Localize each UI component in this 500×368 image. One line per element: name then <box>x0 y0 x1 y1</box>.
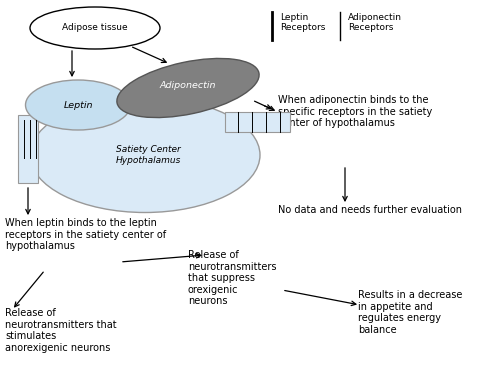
Text: Release of
neurotransmitters that
stimulates
anorexigenic neurons: Release of neurotransmitters that stimul… <box>5 308 116 353</box>
Text: No data and needs further evaluation: No data and needs further evaluation <box>278 205 462 215</box>
Text: Release of
neurotransmitters
that suppress
orexigenic
neurons: Release of neurotransmitters that suppre… <box>188 250 276 307</box>
Text: Leptin
Receptors: Leptin Receptors <box>280 13 326 32</box>
Text: Adiponectin: Adiponectin <box>160 81 216 91</box>
FancyBboxPatch shape <box>225 112 290 132</box>
Text: Satiety Center
Hypothalamus: Satiety Center Hypothalamus <box>116 145 180 165</box>
Text: Leptin: Leptin <box>63 100 93 110</box>
Ellipse shape <box>26 80 130 130</box>
Ellipse shape <box>117 59 259 117</box>
Text: When adiponectin binds to the
specific receptors in the satiety
center of hypoth: When adiponectin binds to the specific r… <box>278 95 432 128</box>
Text: When leptin binds to the leptin
receptors in the satiety center of
hypothalamus: When leptin binds to the leptin receptor… <box>5 218 166 251</box>
Text: Results in a decrease
in appetite and
regulates energy
balance: Results in a decrease in appetite and re… <box>358 290 463 335</box>
Text: Adiponectin
Receptors: Adiponectin Receptors <box>348 13 402 32</box>
FancyBboxPatch shape <box>18 115 38 183</box>
Text: Adipose tissue: Adipose tissue <box>62 24 128 32</box>
Ellipse shape <box>30 98 260 212</box>
Ellipse shape <box>30 7 160 49</box>
